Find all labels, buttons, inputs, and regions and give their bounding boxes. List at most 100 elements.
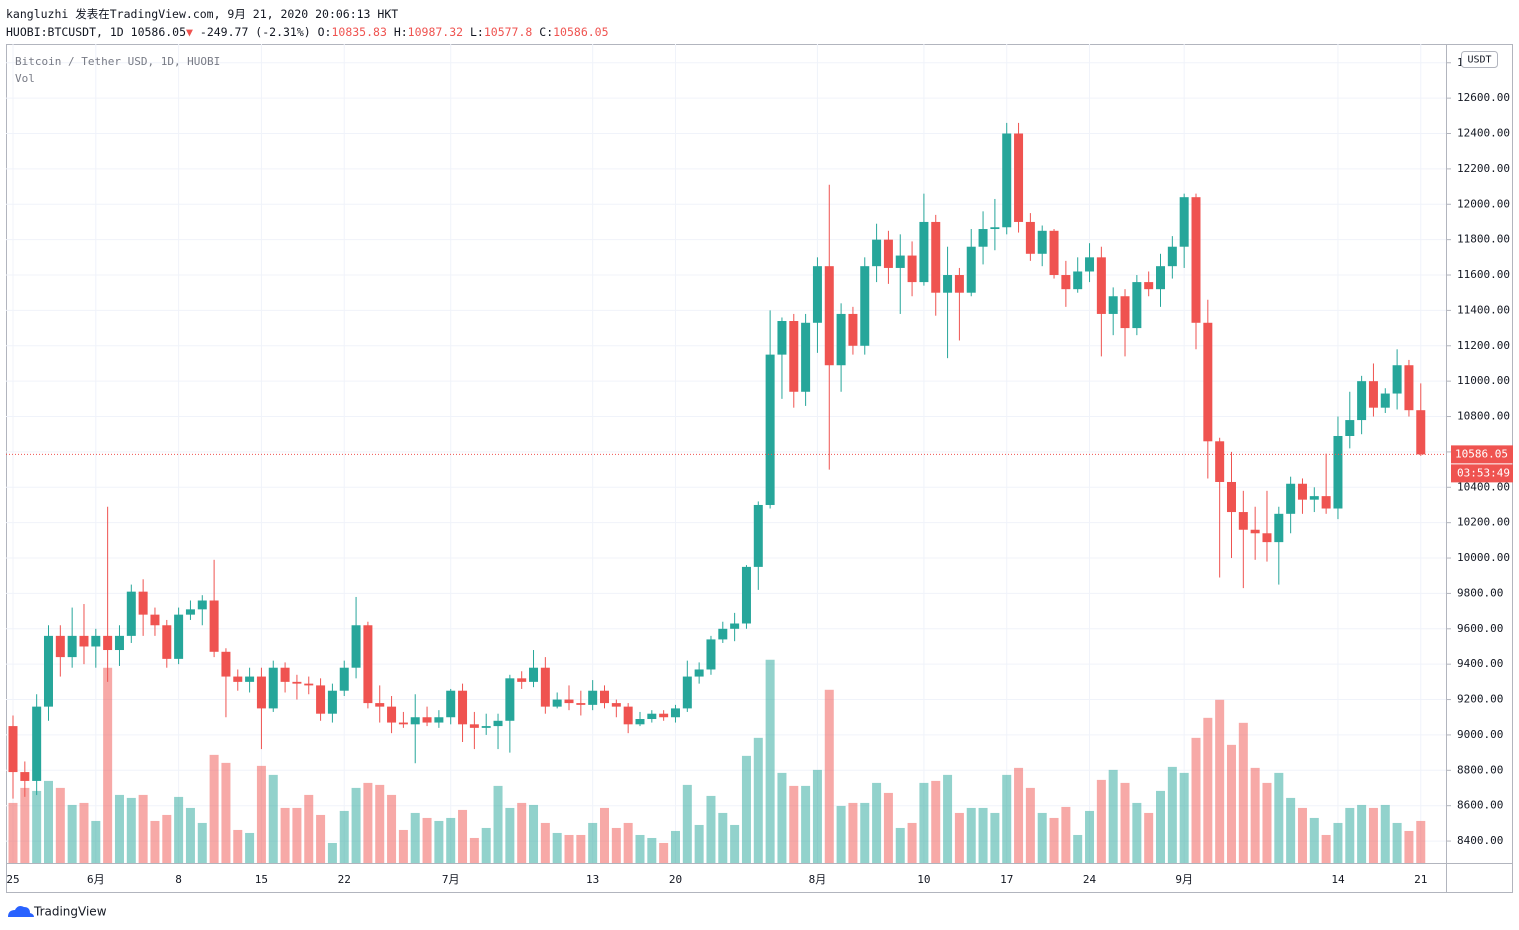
header: kangluzhi 发表在TradingView.com, 9月 21, 202… bbox=[6, 5, 609, 41]
arrow: ▼ bbox=[186, 25, 193, 39]
candle-body bbox=[682, 676, 692, 709]
candle-body bbox=[1179, 197, 1189, 247]
countdown: 03:53:49 bbox=[1457, 466, 1510, 479]
volume-bar bbox=[256, 765, 266, 863]
candle-body bbox=[398, 722, 408, 725]
volume-bar bbox=[682, 784, 692, 863]
y-tick-label: 8400.00 bbox=[1457, 834, 1503, 847]
volume-bar bbox=[197, 822, 207, 863]
volume-bar bbox=[576, 834, 586, 863]
volume-bar bbox=[1368, 807, 1378, 863]
y-tick-label: 11200.00 bbox=[1457, 339, 1510, 352]
volume-bar bbox=[375, 784, 385, 863]
candle-body bbox=[256, 676, 266, 709]
y-tick-label: 9000.00 bbox=[1457, 728, 1503, 741]
volume-bar bbox=[1096, 779, 1106, 863]
volume-bar bbox=[1262, 782, 1272, 863]
l-label: L: bbox=[470, 25, 484, 39]
volume-bar bbox=[363, 782, 373, 863]
candle-body bbox=[552, 699, 562, 707]
candle-body bbox=[1238, 512, 1248, 530]
volume-bar bbox=[611, 827, 621, 863]
volume-bar bbox=[138, 794, 148, 863]
volume-bar bbox=[1144, 812, 1154, 863]
y-tick-label: 10200.00 bbox=[1457, 516, 1510, 529]
candle-body bbox=[635, 719, 645, 725]
volume-bar bbox=[1073, 834, 1083, 863]
volume-bar bbox=[1286, 797, 1296, 863]
candle-body bbox=[529, 667, 539, 682]
volume-bar bbox=[600, 807, 609, 863]
volume-bar bbox=[422, 817, 432, 863]
y-tick-label: 12600.00 bbox=[1457, 91, 1510, 104]
candle-body bbox=[8, 726, 18, 773]
volume-bar bbox=[458, 809, 468, 863]
candle-body bbox=[1096, 257, 1106, 314]
brand: TradingView bbox=[33, 905, 107, 919]
candle-body bbox=[67, 635, 77, 658]
volume-bar bbox=[860, 802, 870, 863]
volume-bar bbox=[43, 780, 53, 863]
candle-body bbox=[481, 726, 491, 728]
candle-body bbox=[1025, 221, 1035, 254]
candle-body bbox=[812, 266, 822, 323]
volume-bar bbox=[1238, 722, 1248, 863]
volume-bar bbox=[1132, 802, 1142, 863]
volume-title: Vol bbox=[15, 72, 35, 85]
volume-bar bbox=[895, 827, 905, 863]
volume-bar bbox=[1321, 834, 1331, 863]
volume-bar bbox=[1191, 737, 1201, 863]
candle-body bbox=[233, 676, 243, 682]
candle-body bbox=[1309, 496, 1319, 500]
candle-body bbox=[20, 772, 30, 781]
volume-bar bbox=[339, 810, 349, 863]
candle-body bbox=[1262, 533, 1272, 543]
candle-body bbox=[209, 600, 219, 652]
symbol-line: HUOBI:BTCUSDT, 1D 10586.05▼ -249.77 (-2.… bbox=[6, 23, 609, 41]
candle-body bbox=[410, 717, 420, 725]
candle-body bbox=[114, 635, 124, 651]
logo-icon bbox=[8, 906, 34, 917]
candle-body bbox=[1321, 496, 1331, 509]
author-line: kangluzhi 发表在TradingView.com, 9月 21, 202… bbox=[6, 7, 399, 21]
candle-body bbox=[647, 713, 657, 720]
last-price: 10586.05 bbox=[130, 25, 187, 39]
volume-bar bbox=[32, 790, 42, 863]
candle-body bbox=[801, 322, 811, 392]
volume-bar bbox=[114, 794, 124, 863]
candle-body bbox=[446, 690, 456, 718]
volume-bar bbox=[126, 797, 136, 863]
volume-bar bbox=[931, 780, 941, 863]
candle-body bbox=[765, 354, 775, 505]
x-tick-label: 14 bbox=[1331, 873, 1345, 886]
candle-body bbox=[1404, 365, 1414, 411]
candle-body bbox=[600, 690, 609, 704]
volume-bar bbox=[801, 785, 811, 863]
volume-bar bbox=[1297, 807, 1307, 863]
candle-body bbox=[1132, 282, 1142, 329]
candle-body bbox=[327, 690, 337, 714]
volume-bar bbox=[730, 824, 740, 863]
volume-bar bbox=[659, 842, 669, 863]
volume-bar bbox=[765, 659, 775, 863]
y-tick-label: 9200.00 bbox=[1457, 693, 1503, 706]
volume-bar bbox=[540, 822, 550, 863]
volume-bar bbox=[233, 829, 243, 863]
candle-body bbox=[978, 229, 988, 247]
volume-bar bbox=[505, 807, 515, 863]
volume-bar bbox=[718, 812, 728, 863]
candle-body bbox=[919, 221, 929, 283]
candle-body bbox=[1297, 483, 1307, 500]
volume-bar bbox=[943, 774, 953, 863]
candle-body bbox=[469, 724, 479, 728]
y-tick-label: 10800.00 bbox=[1457, 410, 1510, 423]
x-tick-label: 8月 bbox=[809, 873, 827, 886]
volume-bar bbox=[635, 834, 645, 863]
volume-bar bbox=[209, 754, 219, 863]
volume-bar bbox=[446, 817, 456, 863]
candle-body bbox=[611, 703, 621, 707]
candle-body bbox=[824, 266, 834, 366]
candle-body bbox=[623, 706, 633, 725]
x-tick-label: 8 bbox=[175, 873, 182, 886]
volume-bar bbox=[316, 814, 326, 863]
